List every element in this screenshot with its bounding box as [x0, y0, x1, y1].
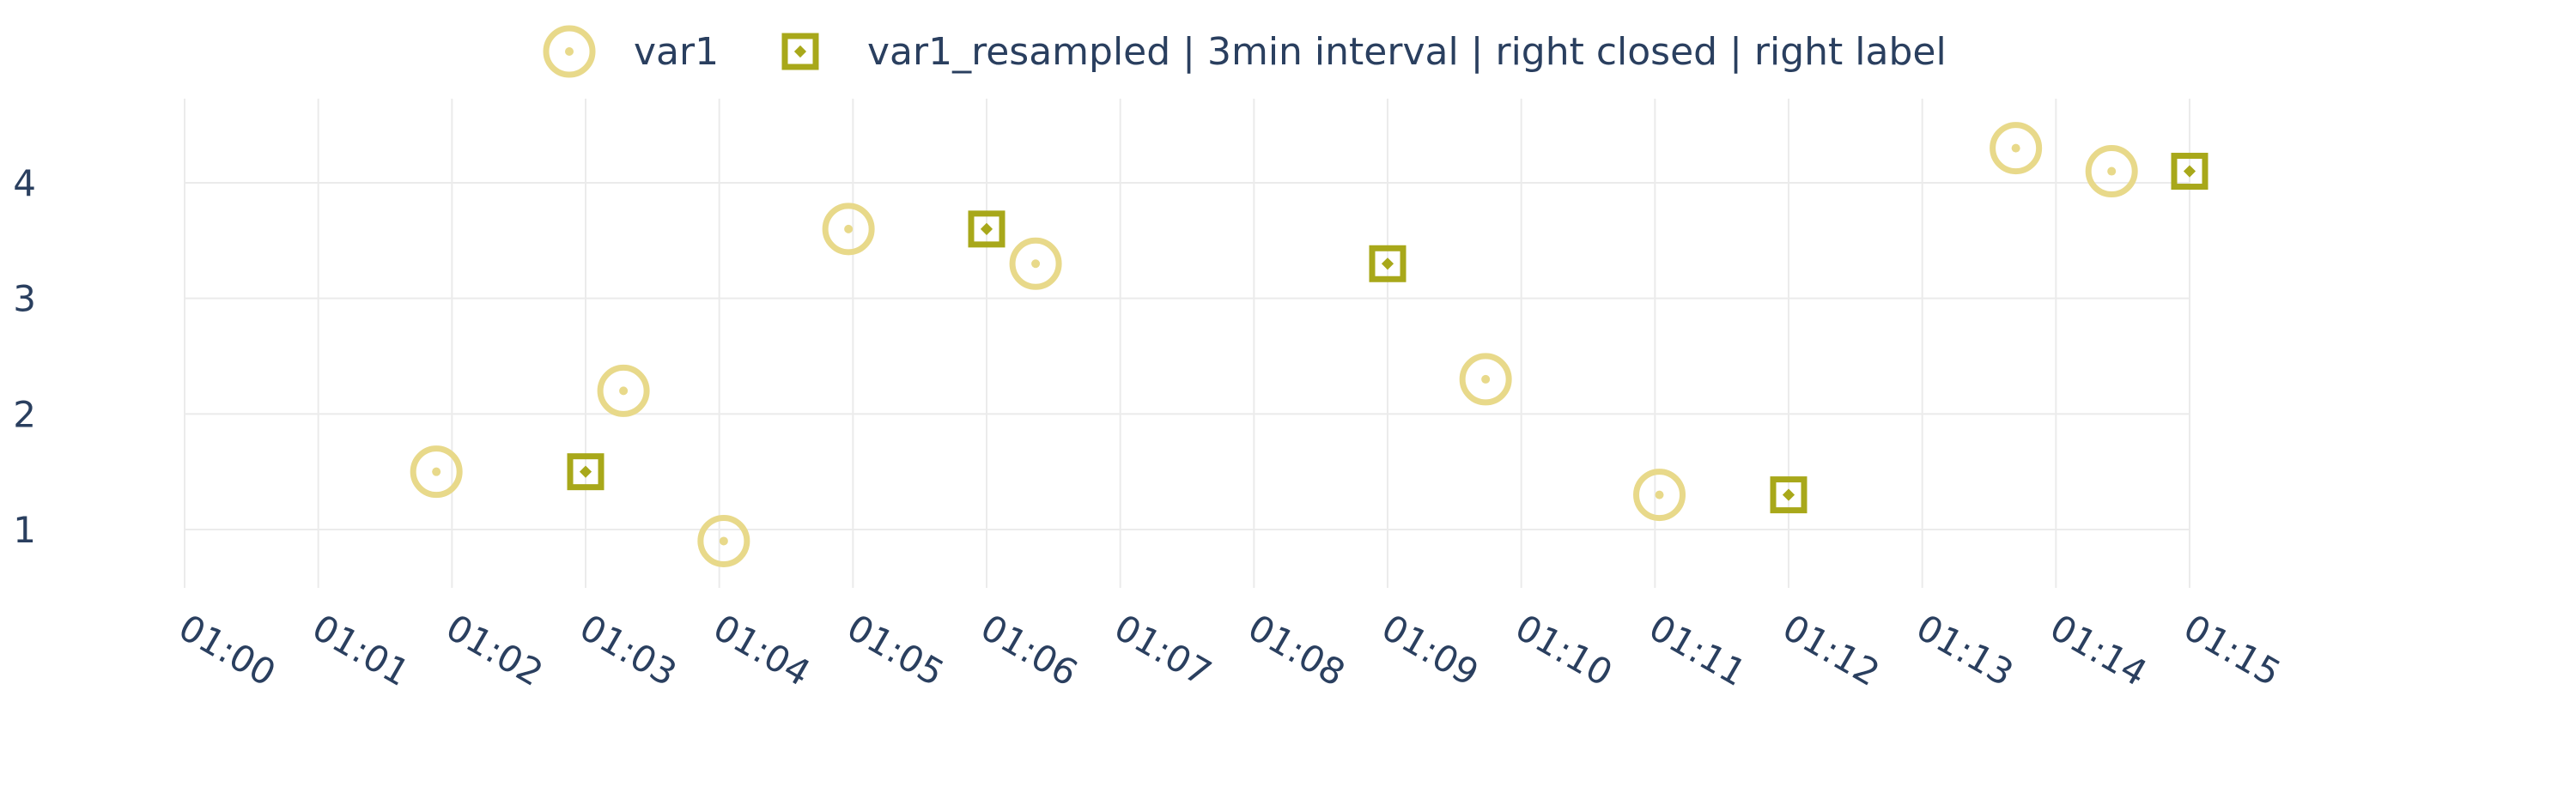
var1-point — [597, 364, 650, 417]
x-tick-label: 01:12 — [1776, 606, 1886, 694]
x-tick-label: 01:06 — [974, 606, 1084, 694]
var1-point — [1009, 237, 1062, 290]
legend[interactable]: var1 var1_resampled | 3min interval | rig… — [543, 25, 1947, 78]
legend-item[interactable]: var1_resampled | 3min interval | right c… — [781, 30, 1947, 74]
grid-lines — [184, 99, 2190, 588]
x-tick-label: 01:00 — [172, 606, 283, 694]
legend-marker — [543, 25, 596, 78]
x-tick-label: 01:09 — [1375, 606, 1485, 694]
x-tick-label: 01:13 — [1910, 606, 2020, 694]
y-tick-label: 4 — [13, 162, 36, 204]
x-tick-label: 01:10 — [1509, 606, 1619, 694]
x-tick-label: 01:14 — [2043, 606, 2154, 694]
legend-label: var1 — [634, 30, 719, 74]
y-axis-ticks: 1 2 3 4 — [13, 162, 36, 551]
var1-point — [1990, 122, 2043, 175]
var1-point — [2085, 145, 2138, 198]
y-tick-label: 3 — [13, 278, 36, 320]
legend-marker — [781, 33, 819, 70]
x-tick-label: 01:03 — [573, 606, 683, 694]
var1-resampled-point — [567, 453, 605, 491]
var1-point — [697, 514, 750, 567]
x-tick-label: 01:08 — [1241, 606, 1352, 694]
x-tick-label: 01:05 — [840, 606, 951, 694]
plot-markers — [410, 122, 2208, 567]
var1-point — [1459, 353, 1512, 406]
x-tick-label: 01:07 — [1108, 606, 1218, 694]
var1-point — [410, 445, 463, 499]
x-tick-label: 01:01 — [306, 606, 416, 694]
legend-item[interactable]: var1 — [543, 25, 719, 78]
x-tick-label: 01:11 — [1642, 606, 1753, 694]
var1-point — [1633, 469, 1686, 522]
var1-point — [822, 203, 875, 256]
x-axis-ticks: 01:00 01:01 01:02 01:03 01:04 01:05 01:06 01:07… — [172, 606, 2287, 694]
y-tick-label: 1 — [13, 509, 36, 551]
legend-label: var1_resampled | 3min interval | right c… — [867, 30, 1947, 74]
x-tick-label: 01:02 — [439, 606, 550, 694]
y-tick-label: 2 — [13, 393, 36, 435]
x-tick-label: 01:15 — [2177, 606, 2287, 694]
var1-resampled-point — [1369, 245, 1406, 282]
x-tick-label: 01:04 — [707, 606, 817, 694]
var1-resampled-point — [968, 210, 1005, 248]
